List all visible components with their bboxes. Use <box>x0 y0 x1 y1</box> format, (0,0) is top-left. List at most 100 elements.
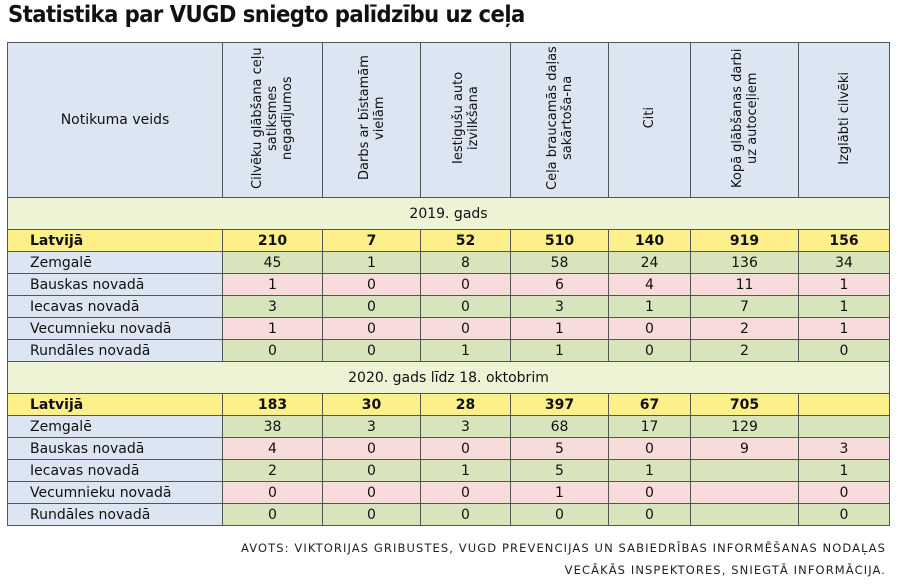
value-cell: 0 <box>322 273 421 296</box>
value-cell: 1 <box>510 339 609 362</box>
column-header: Darbs ar bīstamām vielām <box>322 42 421 198</box>
row-label: Latvijā <box>7 393 223 416</box>
source-note: AVOTS: VIKTORIJAS GRIBUSTES, VUGD PREVEN… <box>241 541 886 577</box>
value-cell: 0 <box>798 503 890 526</box>
row-label: Rundāles novadā <box>7 339 223 362</box>
value-cell: 0 <box>608 437 691 460</box>
value-cell: 0 <box>420 295 511 318</box>
value-cell: 3 <box>798 437 890 460</box>
value-cell: 0 <box>222 481 323 504</box>
value-cell: 28 <box>420 393 511 416</box>
value-cell: 3 <box>420 415 511 438</box>
value-cell <box>690 459 799 482</box>
value-cell: 0 <box>420 273 511 296</box>
value-cell: 140 <box>608 229 691 252</box>
value-cell: 7 <box>690 295 799 318</box>
value-cell: 11 <box>690 273 799 296</box>
value-cell: 183 <box>222 393 323 416</box>
value-cell: 0 <box>222 503 323 526</box>
value-cell: 2 <box>222 459 323 482</box>
value-cell: 0 <box>608 339 691 362</box>
value-cell: 1 <box>420 339 511 362</box>
row-label: Zemgalē <box>7 251 223 274</box>
section-label: 2020. gads līdz 18. oktobrim <box>7 361 890 394</box>
data-row: Zemgalē 38 3 3 68 17 129 <box>7 415 890 438</box>
value-cell: 1 <box>420 459 511 482</box>
value-cell: 7 <box>322 229 421 252</box>
value-cell: 136 <box>690 251 799 274</box>
data-row: Latvijā 210 7 52 510 140 919 156 <box>7 229 890 252</box>
value-cell: 5 <box>510 437 609 460</box>
row-label: Vecumnieku novadā <box>7 317 223 340</box>
data-row: Zemgalē 45 1 8 58 24 136 34 <box>7 251 890 274</box>
value-cell <box>798 393 890 416</box>
value-cell: 0 <box>322 503 421 526</box>
value-cell: 5 <box>510 459 609 482</box>
value-cell: 0 <box>322 339 421 362</box>
row-label: Zemgalē <box>7 415 223 438</box>
value-cell: 0 <box>608 317 691 340</box>
value-cell: 17 <box>608 415 691 438</box>
value-cell: 3 <box>222 295 323 318</box>
row-label: Bauskas novadā <box>7 437 223 460</box>
value-cell: 0 <box>322 481 421 504</box>
value-cell <box>798 415 890 438</box>
column-header-text: Kopā glābšanas darbi uz autoceļiem <box>729 48 760 188</box>
value-cell: 3 <box>322 415 421 438</box>
section-row: 2019. gads <box>7 197 890 230</box>
value-cell: 1 <box>608 459 691 482</box>
column-header: Iestigušu auto izvilkšana <box>420 42 511 198</box>
data-row: Vecumnieku novadā 1 0 0 1 0 2 1 <box>7 317 890 340</box>
data-row: Iecavas novadā 2 0 1 5 1 1 <box>7 459 890 482</box>
column-header: Cilvēku glābšana ceļu satiksmes negadīju… <box>222 42 323 198</box>
value-cell: 6 <box>510 273 609 296</box>
column-header-text: Citi <box>642 107 657 129</box>
row-label: Vecumnieku novadā <box>7 481 223 504</box>
row-label: Iecavas novadā <box>7 459 223 482</box>
title: Statistika par VUGD sniegto palīdzību uz… <box>8 2 525 28</box>
value-cell: 0 <box>420 503 511 526</box>
column-header: Kopā glābšanas darbi uz autoceļiem <box>690 42 799 198</box>
value-cell: 0 <box>608 503 691 526</box>
row-label: Iecavas novadā <box>7 295 223 318</box>
value-cell: 45 <box>222 251 323 274</box>
value-cell: 4 <box>222 437 323 460</box>
value-cell: 156 <box>798 229 890 252</box>
value-cell: 1 <box>222 317 323 340</box>
data-row: Bauskas novadā 4 0 0 5 0 9 3 <box>7 437 890 460</box>
data-row: Rundāles novadā 0 0 0 0 0 0 <box>7 503 890 526</box>
value-cell: 0 <box>322 317 421 340</box>
value-cell: 24 <box>608 251 691 274</box>
value-cell: 0 <box>322 295 421 318</box>
value-cell <box>690 481 799 504</box>
value-cell: 1 <box>798 459 890 482</box>
value-cell: 0 <box>420 437 511 460</box>
value-cell: 30 <box>322 393 421 416</box>
column-header-text: Iestigušu auto izvilkšana <box>450 71 481 165</box>
value-cell: 129 <box>690 415 799 438</box>
value-cell: 0 <box>322 459 421 482</box>
value-cell: 0 <box>510 503 609 526</box>
value-cell: 0 <box>222 339 323 362</box>
row-label: Rundāles novadā <box>7 503 223 526</box>
value-cell: 1 <box>222 273 323 296</box>
value-cell: 210 <box>222 229 323 252</box>
column-header-text: Cilvēku glābšana ceļu satiksmes negadīju… <box>250 47 295 189</box>
value-cell: 58 <box>510 251 609 274</box>
section-label: 2019. gads <box>7 197 890 230</box>
value-cell: 67 <box>608 393 691 416</box>
value-cell: 52 <box>420 229 511 252</box>
data-row: Vecumnieku novadā 0 0 0 1 0 0 <box>7 481 890 504</box>
value-cell: 0 <box>798 339 890 362</box>
data-row: Iecavas novadā 3 0 0 3 1 7 1 <box>7 295 890 318</box>
value-cell: 2 <box>690 339 799 362</box>
value-cell: 1 <box>798 295 890 318</box>
data-row: Latvijā 183 30 28 397 67 705 <box>7 393 890 416</box>
value-cell: 1 <box>798 317 890 340</box>
column-header: Izglābti cilvēki <box>798 42 890 198</box>
value-cell: 0 <box>608 481 691 504</box>
table-body: 2019. gads Latvijā 210 7 52 510 140 919 156 Zemga… <box>7 197 890 526</box>
value-cell: 2 <box>690 317 799 340</box>
stats-table: Notikuma veids Cilvēku glābšana ceļu sat… <box>7 42 890 526</box>
